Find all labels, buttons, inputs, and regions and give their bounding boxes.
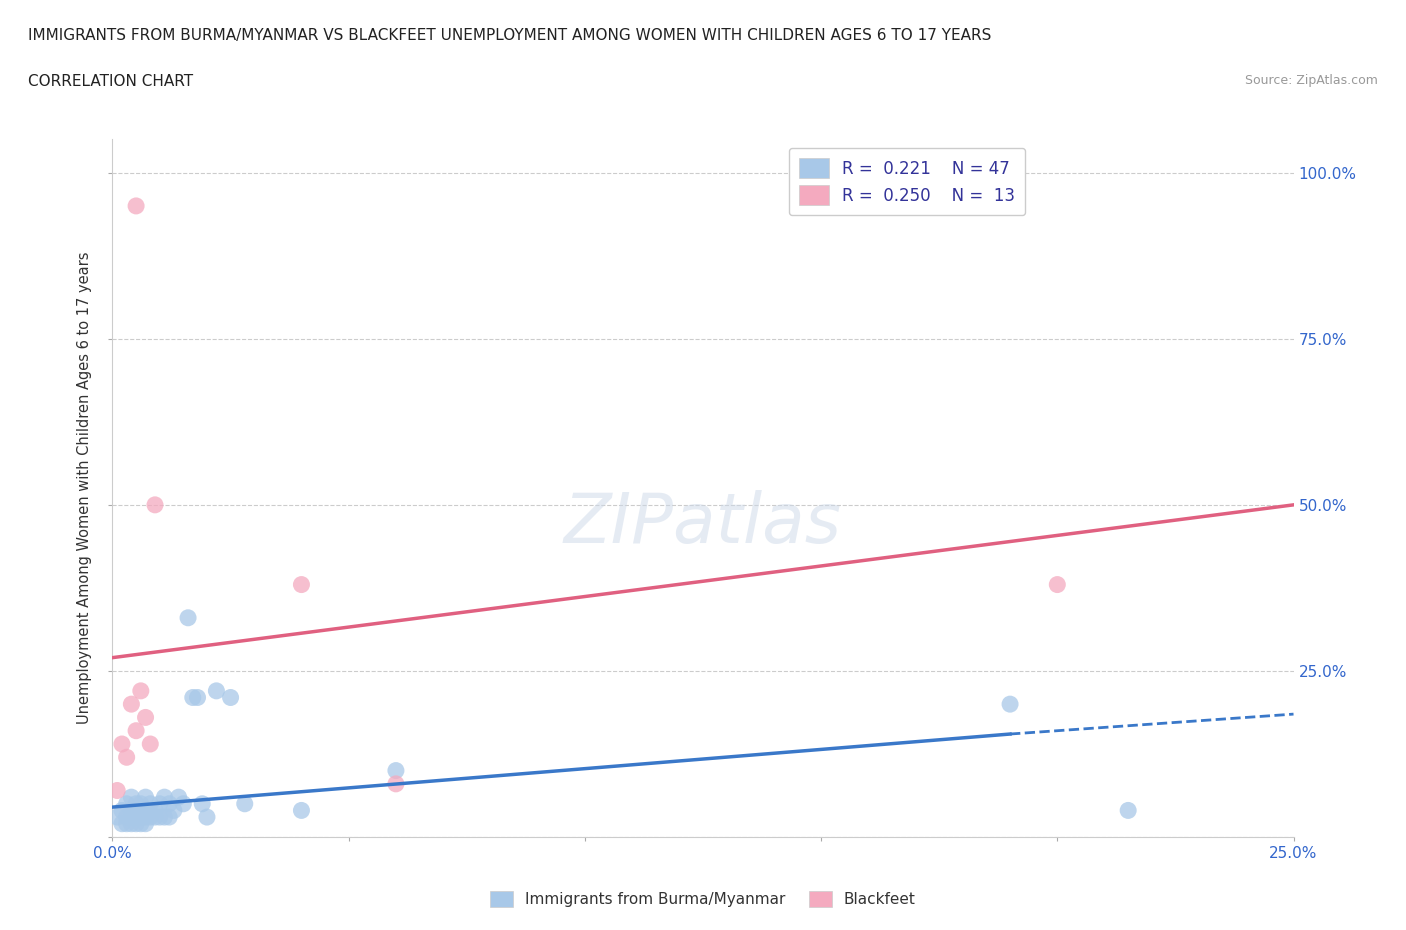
Point [125, 198, 148, 213]
Point [105, 810, 128, 825]
Point [1046, 578, 1069, 592]
Point [205, 684, 228, 698]
Point [191, 796, 214, 811]
Point [195, 810, 218, 825]
Point [135, 803, 157, 817]
Point [139, 796, 162, 811]
Point [129, 796, 152, 811]
Point [153, 790, 176, 804]
Point [120, 697, 142, 711]
Point [135, 710, 157, 724]
Point [125, 810, 148, 825]
Point [105, 783, 128, 798]
Point [139, 810, 162, 825]
Point [111, 817, 134, 831]
Point [177, 610, 200, 625]
Y-axis label: Unemployment Among Women with Children Ages 6 to 17 years: Unemployment Among Women with Children A… [77, 252, 93, 724]
Point [120, 810, 142, 825]
Point [149, 796, 172, 811]
Point [157, 810, 180, 825]
Point [998, 697, 1021, 711]
Point [120, 790, 142, 804]
Point [143, 803, 166, 817]
Point [172, 796, 194, 811]
Point [1116, 803, 1139, 817]
Point [135, 817, 157, 831]
Point [143, 498, 166, 512]
Point [125, 724, 148, 738]
Text: CORRELATION CHART: CORRELATION CHART [28, 74, 193, 89]
Point [157, 796, 180, 811]
Point [290, 578, 312, 592]
Point [290, 803, 312, 817]
Point [153, 810, 176, 825]
Point [219, 690, 242, 705]
Point [125, 796, 148, 811]
Point [385, 764, 408, 778]
Point [129, 810, 152, 825]
Point [129, 803, 152, 817]
Point [385, 777, 408, 791]
Point [111, 737, 134, 751]
Point [125, 803, 148, 817]
Point [115, 817, 138, 831]
Text: Source: ZipAtlas.com: Source: ZipAtlas.com [1244, 74, 1378, 87]
Point [111, 803, 134, 817]
Text: ZIPatlas: ZIPatlas [564, 489, 842, 557]
Point [186, 690, 208, 705]
Point [181, 690, 204, 705]
Point [115, 750, 138, 764]
Point [233, 796, 256, 811]
Point [163, 803, 186, 817]
Point [167, 790, 190, 804]
Point [149, 810, 172, 825]
Point [129, 817, 152, 831]
Legend: Immigrants from Burma/Myanmar, Blackfeet: Immigrants from Burma/Myanmar, Blackfeet [484, 884, 922, 913]
Text: IMMIGRANTS FROM BURMA/MYANMAR VS BLACKFEET UNEMPLOYMENT AMONG WOMEN WITH CHILDRE: IMMIGRANTS FROM BURMA/MYANMAR VS BLACKFE… [28, 28, 991, 43]
Point [129, 684, 152, 698]
Point [135, 790, 157, 804]
Point [135, 810, 157, 825]
Point [115, 796, 138, 811]
Point [120, 817, 142, 831]
Point [125, 817, 148, 831]
Point [120, 803, 142, 817]
Point [143, 810, 166, 825]
Point [139, 737, 162, 751]
Point [115, 810, 138, 825]
